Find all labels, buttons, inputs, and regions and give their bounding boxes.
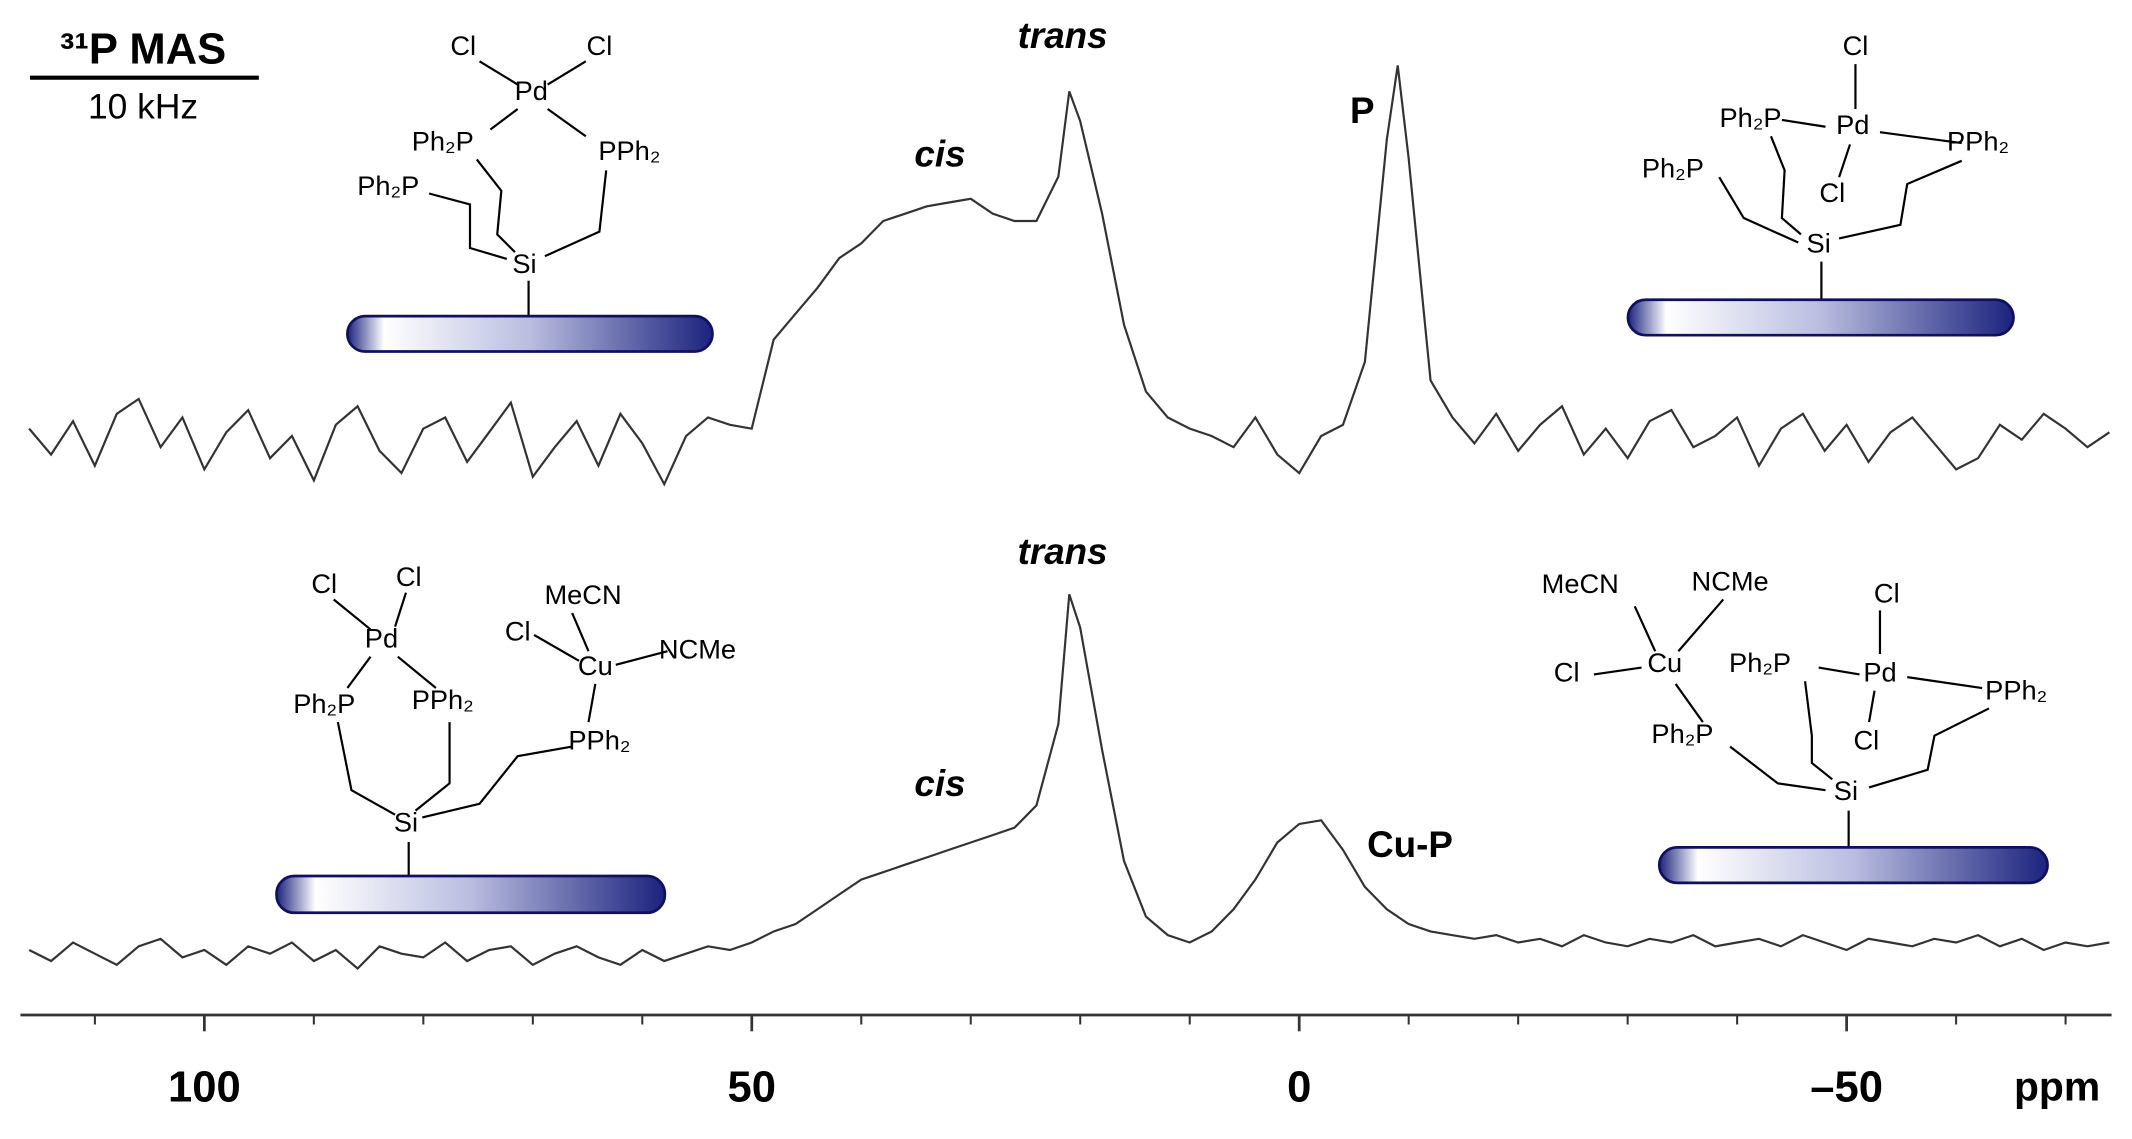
x-tick-label: 0	[1287, 1063, 1311, 1111]
structure-label: PPh₂	[1947, 125, 2009, 156]
structure-label: NCMe	[659, 633, 736, 664]
structure-label: Pd	[365, 623, 398, 654]
structure-label: Cu	[1647, 647, 1682, 678]
support-bar	[1657, 846, 2049, 885]
structure-label: Ph₂P	[1642, 153, 1704, 184]
peak-annotation: Cu-P	[1367, 824, 1453, 865]
structure-label: Ph₂P	[1651, 718, 1713, 749]
structure-label: Si	[394, 806, 418, 837]
structure-label: Cl	[311, 568, 337, 599]
structure-label: Pd	[1836, 109, 1869, 140]
x-tick-label: 50	[728, 1063, 776, 1111]
peak-annotation: trans	[1018, 15, 1108, 56]
x-tick-label: –50	[1810, 1063, 1883, 1111]
structure-bonds	[333, 60, 1990, 877]
structure-label: Si	[1834, 775, 1858, 806]
structure-label: PPh₂	[598, 135, 660, 166]
chart-subtitle: 10 kHz	[88, 86, 198, 126]
structure-label: Cl	[1874, 578, 1900, 609]
structure-label: Cl	[1853, 725, 1879, 756]
structure-label: PPh₂	[1985, 674, 2047, 705]
structure-label: Ph₂P	[412, 125, 474, 156]
structure-label: Cl	[1554, 657, 1580, 688]
structure-label: Cl	[1843, 30, 1869, 61]
support-bar	[1626, 298, 2015, 337]
chart-title: ³¹P MAS	[60, 25, 226, 73]
silica-supports	[275, 298, 2049, 915]
structure-label: Pd	[1863, 657, 1896, 688]
structure-label: Pd	[515, 75, 548, 106]
structure-label: Ph₂P	[293, 688, 355, 719]
structure-label: MeCN	[544, 579, 621, 610]
x-tick-label: 100	[168, 1063, 241, 1111]
structure-label: Cl	[1819, 177, 1845, 208]
spectrum-line	[28, 65, 2110, 487]
structure-label: Si	[512, 248, 536, 279]
support-bar	[275, 874, 667, 915]
peak-annotation: cis	[914, 763, 965, 804]
structure-label: Si	[1807, 227, 1831, 258]
structure-label: Ph₂P	[1729, 647, 1791, 678]
structure-label: Cl	[587, 30, 613, 61]
structure-label: NCMe	[1692, 565, 1769, 596]
peak-annotation: cis	[914, 133, 965, 174]
support-bar	[346, 314, 714, 353]
structure-label: Cl	[505, 616, 531, 647]
x-axis-label: ppm	[2014, 1064, 2100, 1110]
structure-label: Ph₂P	[357, 170, 419, 201]
structure-label: PPh₂	[412, 684, 474, 715]
structure-label: Cl	[450, 30, 476, 61]
structure-label: Cl	[396, 561, 422, 592]
structure-label: PPh₂	[568, 725, 630, 756]
structure-label: MeCN	[1542, 568, 1619, 599]
spectrum-line	[28, 593, 2110, 971]
structure-label: Cu	[578, 650, 613, 681]
structure-label: Ph₂P	[1720, 102, 1782, 133]
peak-annotation: trans	[1018, 531, 1108, 572]
peak-annotation: P	[1350, 90, 1375, 131]
